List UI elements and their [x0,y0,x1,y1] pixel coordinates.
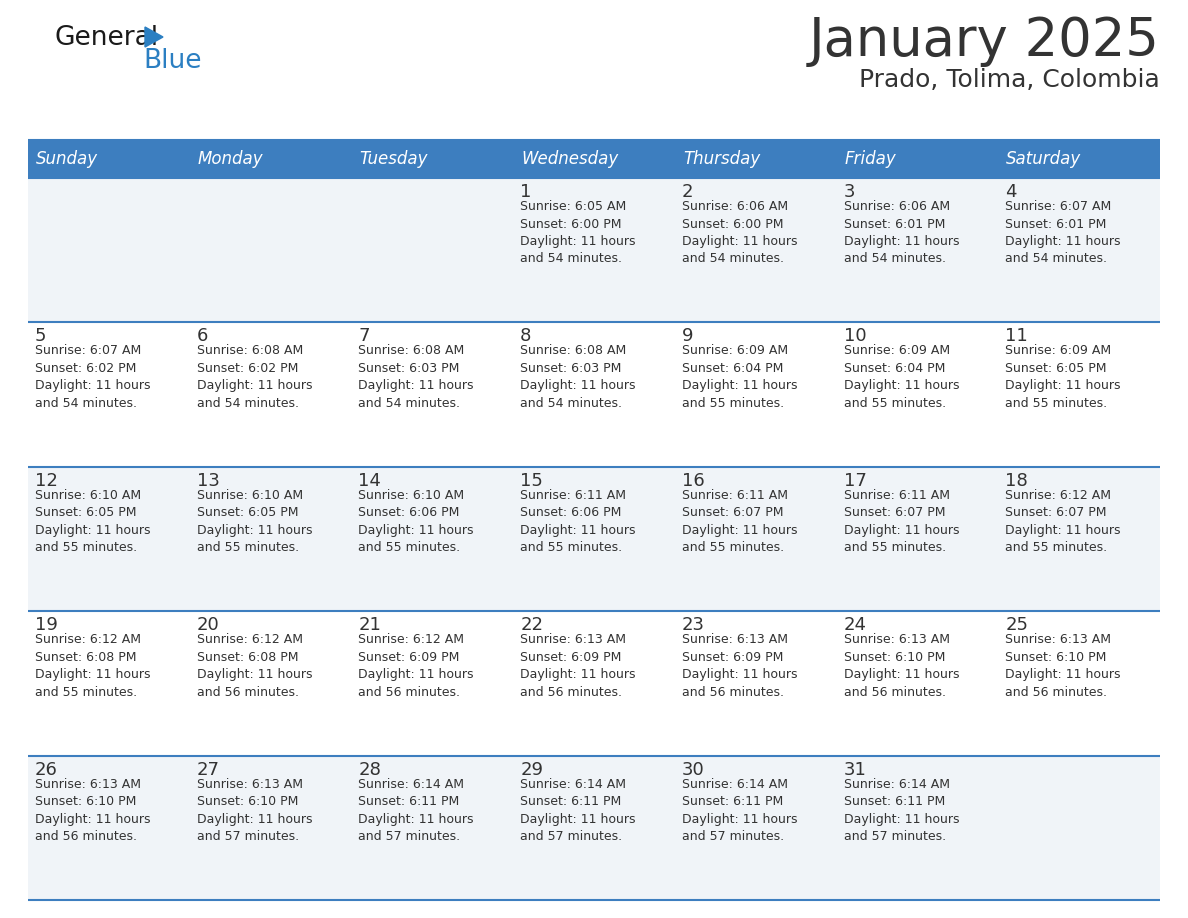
Text: Sunrise: 6:09 AM
Sunset: 6:04 PM
Daylight: 11 hours
and 55 minutes.: Sunrise: 6:09 AM Sunset: 6:04 PM Dayligh… [682,344,797,410]
Text: Sunrise: 6:12 AM
Sunset: 6:08 PM
Daylight: 11 hours
and 56 minutes.: Sunrise: 6:12 AM Sunset: 6:08 PM Dayligh… [197,633,312,699]
Text: Sunrise: 6:13 AM
Sunset: 6:10 PM
Daylight: 11 hours
and 56 minutes.: Sunrise: 6:13 AM Sunset: 6:10 PM Dayligh… [1005,633,1120,699]
Text: Thursday: Thursday [683,150,760,168]
Bar [29,611,1159,756]
Text: Sunrise: 6:14 AM
Sunset: 6:11 PM
Daylight: 11 hours
and 57 minutes.: Sunrise: 6:14 AM Sunset: 6:11 PM Dayligh… [359,778,474,843]
Text: 2: 2 [682,183,694,201]
Text: 15: 15 [520,472,543,490]
Text: Sunrise: 6:09 AM
Sunset: 6:04 PM
Daylight: 11 hours
and 55 minutes.: Sunrise: 6:09 AM Sunset: 6:04 PM Dayligh… [843,344,959,410]
Text: 6: 6 [197,328,208,345]
Text: 20: 20 [197,616,220,634]
Text: 26: 26 [34,761,58,778]
Text: Sunrise: 6:13 AM
Sunset: 6:10 PM
Daylight: 11 hours
and 56 minutes.: Sunrise: 6:13 AM Sunset: 6:10 PM Dayligh… [34,778,151,843]
Text: 27: 27 [197,761,220,778]
Text: 19: 19 [34,616,58,634]
Text: Monday: Monday [197,150,264,168]
Text: 9: 9 [682,328,694,345]
Text: 1: 1 [520,183,531,201]
Text: General: General [55,25,159,51]
Text: 29: 29 [520,761,543,778]
Text: 4: 4 [1005,183,1017,201]
Text: Sunrise: 6:07 AM
Sunset: 6:02 PM
Daylight: 11 hours
and 54 minutes.: Sunrise: 6:07 AM Sunset: 6:02 PM Dayligh… [34,344,151,410]
Text: Sunrise: 6:14 AM
Sunset: 6:11 PM
Daylight: 11 hours
and 57 minutes.: Sunrise: 6:14 AM Sunset: 6:11 PM Dayligh… [843,778,959,843]
Bar [352,140,513,178]
Text: Wednesday: Wednesday [522,150,619,168]
Text: 30: 30 [682,761,704,778]
Text: Sunrise: 6:12 AM
Sunset: 6:08 PM
Daylight: 11 hours
and 55 minutes.: Sunrise: 6:12 AM Sunset: 6:08 PM Dayligh… [34,633,151,699]
Bar [190,140,352,178]
Text: Sunrise: 6:12 AM
Sunset: 6:07 PM
Daylight: 11 hours
and 55 minutes.: Sunrise: 6:12 AM Sunset: 6:07 PM Dayligh… [1005,488,1120,554]
Bar [29,756,1159,900]
Text: 11: 11 [1005,328,1028,345]
Text: Sunrise: 6:12 AM
Sunset: 6:09 PM
Daylight: 11 hours
and 56 minutes.: Sunrise: 6:12 AM Sunset: 6:09 PM Dayligh… [359,633,474,699]
Text: Saturday: Saturday [1006,150,1081,168]
Text: Sunrise: 6:08 AM
Sunset: 6:03 PM
Daylight: 11 hours
and 54 minutes.: Sunrise: 6:08 AM Sunset: 6:03 PM Dayligh… [520,344,636,410]
Text: Friday: Friday [845,150,896,168]
Text: January 2025: January 2025 [809,15,1159,67]
Text: Sunrise: 6:09 AM
Sunset: 6:05 PM
Daylight: 11 hours
and 55 minutes.: Sunrise: 6:09 AM Sunset: 6:05 PM Dayligh… [1005,344,1120,410]
Bar [29,466,1159,611]
Text: 10: 10 [843,328,866,345]
Text: Blue: Blue [143,48,202,74]
Text: 8: 8 [520,328,531,345]
Text: 12: 12 [34,472,58,490]
Text: Sunrise: 6:06 AM
Sunset: 6:00 PM
Daylight: 11 hours
and 54 minutes.: Sunrise: 6:06 AM Sunset: 6:00 PM Dayligh… [682,200,797,265]
Bar [836,140,998,178]
Text: 7: 7 [359,328,369,345]
Text: Prado, Tolima, Colombia: Prado, Tolima, Colombia [859,68,1159,92]
Text: 25: 25 [1005,616,1029,634]
Text: Sunrise: 6:10 AM
Sunset: 6:06 PM
Daylight: 11 hours
and 55 minutes.: Sunrise: 6:10 AM Sunset: 6:06 PM Dayligh… [359,488,474,554]
Text: Sunrise: 6:10 AM
Sunset: 6:05 PM
Daylight: 11 hours
and 55 minutes.: Sunrise: 6:10 AM Sunset: 6:05 PM Dayligh… [197,488,312,554]
Polygon shape [145,27,163,47]
Text: 21: 21 [359,616,381,634]
Text: Sunrise: 6:08 AM
Sunset: 6:03 PM
Daylight: 11 hours
and 54 minutes.: Sunrise: 6:08 AM Sunset: 6:03 PM Dayligh… [359,344,474,410]
Text: 3: 3 [843,183,855,201]
Bar [998,140,1159,178]
Text: Sunrise: 6:13 AM
Sunset: 6:10 PM
Daylight: 11 hours
and 56 minutes.: Sunrise: 6:13 AM Sunset: 6:10 PM Dayligh… [843,633,959,699]
Bar [29,322,1159,466]
Text: Sunrise: 6:14 AM
Sunset: 6:11 PM
Daylight: 11 hours
and 57 minutes.: Sunrise: 6:14 AM Sunset: 6:11 PM Dayligh… [682,778,797,843]
Text: Sunrise: 6:13 AM
Sunset: 6:09 PM
Daylight: 11 hours
and 56 minutes.: Sunrise: 6:13 AM Sunset: 6:09 PM Dayligh… [520,633,636,699]
Text: 5: 5 [34,328,46,345]
Bar [513,140,675,178]
Text: Sunrise: 6:13 AM
Sunset: 6:09 PM
Daylight: 11 hours
and 56 minutes.: Sunrise: 6:13 AM Sunset: 6:09 PM Dayligh… [682,633,797,699]
Text: 17: 17 [843,472,866,490]
Bar [675,140,836,178]
Bar [29,140,190,178]
Text: Sunrise: 6:11 AM
Sunset: 6:07 PM
Daylight: 11 hours
and 55 minutes.: Sunrise: 6:11 AM Sunset: 6:07 PM Dayligh… [843,488,959,554]
Text: Sunrise: 6:13 AM
Sunset: 6:10 PM
Daylight: 11 hours
and 57 minutes.: Sunrise: 6:13 AM Sunset: 6:10 PM Dayligh… [197,778,312,843]
Text: 28: 28 [359,761,381,778]
Text: 22: 22 [520,616,543,634]
Text: 24: 24 [843,616,866,634]
Text: 14: 14 [359,472,381,490]
Text: Sunrise: 6:11 AM
Sunset: 6:07 PM
Daylight: 11 hours
and 55 minutes.: Sunrise: 6:11 AM Sunset: 6:07 PM Dayligh… [682,488,797,554]
Text: Sunrise: 6:07 AM
Sunset: 6:01 PM
Daylight: 11 hours
and 54 minutes.: Sunrise: 6:07 AM Sunset: 6:01 PM Dayligh… [1005,200,1120,265]
Text: Sunrise: 6:14 AM
Sunset: 6:11 PM
Daylight: 11 hours
and 57 minutes.: Sunrise: 6:14 AM Sunset: 6:11 PM Dayligh… [520,778,636,843]
Text: 31: 31 [843,761,866,778]
Text: Sunrise: 6:06 AM
Sunset: 6:01 PM
Daylight: 11 hours
and 54 minutes.: Sunrise: 6:06 AM Sunset: 6:01 PM Dayligh… [843,200,959,265]
Text: Tuesday: Tuesday [360,150,428,168]
Text: 16: 16 [682,472,704,490]
Text: 23: 23 [682,616,704,634]
Bar [29,178,1159,322]
Text: Sunday: Sunday [36,150,99,168]
Text: Sunrise: 6:05 AM
Sunset: 6:00 PM
Daylight: 11 hours
and 54 minutes.: Sunrise: 6:05 AM Sunset: 6:00 PM Dayligh… [520,200,636,265]
Text: 18: 18 [1005,472,1028,490]
Text: Sunrise: 6:10 AM
Sunset: 6:05 PM
Daylight: 11 hours
and 55 minutes.: Sunrise: 6:10 AM Sunset: 6:05 PM Dayligh… [34,488,151,554]
Text: 13: 13 [197,472,220,490]
Text: Sunrise: 6:08 AM
Sunset: 6:02 PM
Daylight: 11 hours
and 54 minutes.: Sunrise: 6:08 AM Sunset: 6:02 PM Dayligh… [197,344,312,410]
Text: Sunrise: 6:11 AM
Sunset: 6:06 PM
Daylight: 11 hours
and 55 minutes.: Sunrise: 6:11 AM Sunset: 6:06 PM Dayligh… [520,488,636,554]
